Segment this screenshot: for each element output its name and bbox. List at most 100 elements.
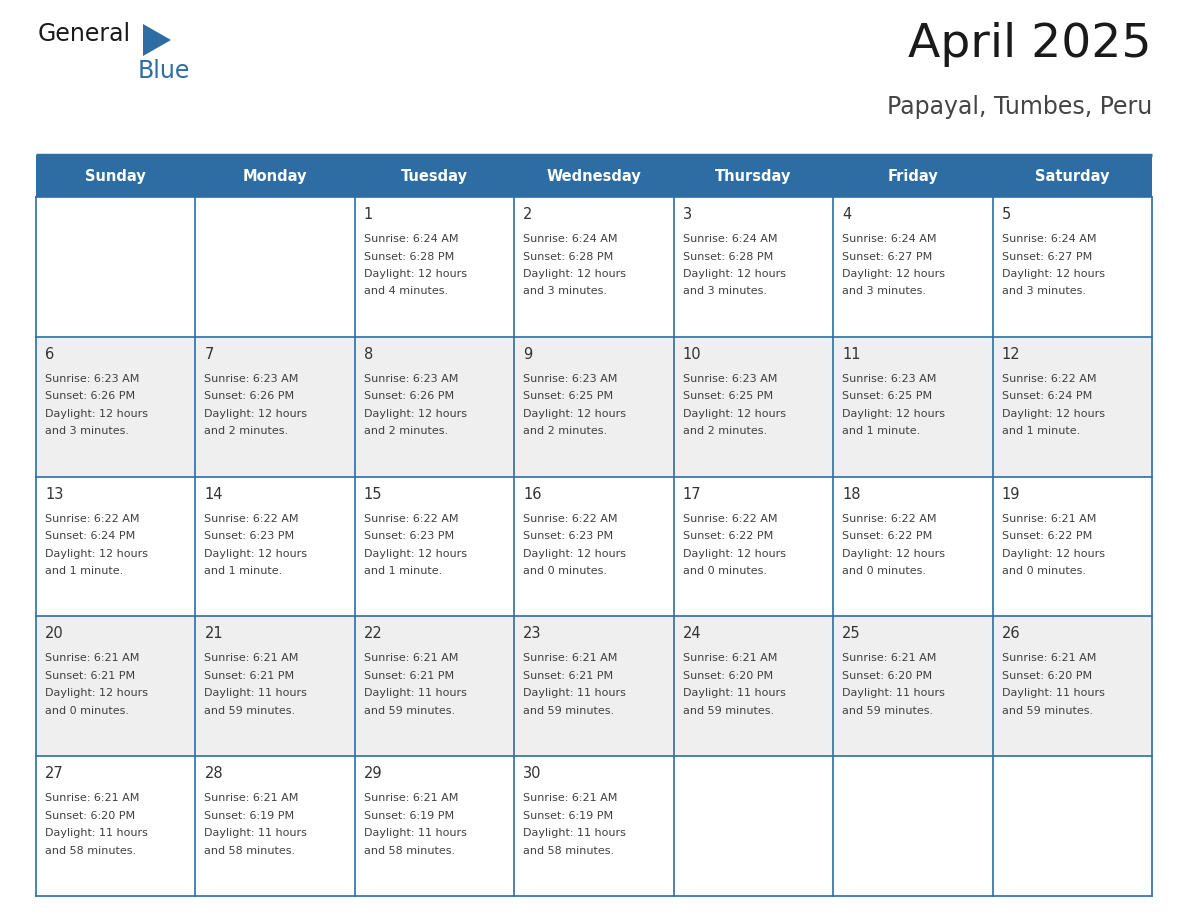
Text: Sunrise: 6:21 AM: Sunrise: 6:21 AM	[45, 654, 139, 664]
Text: Sunrise: 6:24 AM: Sunrise: 6:24 AM	[364, 234, 459, 244]
Text: and 3 minutes.: and 3 minutes.	[1001, 286, 1086, 297]
Text: Sunrise: 6:21 AM: Sunrise: 6:21 AM	[842, 654, 936, 664]
Text: Daylight: 12 hours: Daylight: 12 hours	[364, 409, 467, 419]
Text: and 0 minutes.: and 0 minutes.	[842, 566, 927, 577]
Text: April 2025: April 2025	[909, 22, 1152, 67]
Bar	[36, 476, 196, 616]
Text: and 1 minute.: and 1 minute.	[364, 566, 442, 577]
Text: Daylight: 12 hours: Daylight: 12 hours	[45, 549, 148, 558]
Text: Sunset: 6:20 PM: Sunset: 6:20 PM	[1001, 671, 1092, 681]
Text: Sunset: 6:20 PM: Sunset: 6:20 PM	[683, 671, 773, 681]
Text: and 0 minutes.: and 0 minutes.	[683, 566, 766, 577]
Text: Sunset: 6:19 PM: Sunset: 6:19 PM	[364, 811, 454, 821]
Text: 14: 14	[204, 487, 223, 501]
Bar	[833, 197, 992, 337]
Bar	[992, 616, 1152, 756]
Text: Sunrise: 6:24 AM: Sunrise: 6:24 AM	[1001, 234, 1097, 244]
Text: and 1 minute.: and 1 minute.	[1001, 426, 1080, 436]
Text: Sunset: 6:26 PM: Sunset: 6:26 PM	[204, 391, 295, 401]
Text: Daylight: 12 hours: Daylight: 12 hours	[45, 409, 148, 419]
Text: Daylight: 12 hours: Daylight: 12 hours	[45, 688, 148, 699]
Text: Sunset: 6:24 PM: Sunset: 6:24 PM	[1001, 391, 1092, 401]
Text: Sunrise: 6:23 AM: Sunrise: 6:23 AM	[842, 374, 936, 384]
Text: and 59 minutes.: and 59 minutes.	[204, 706, 296, 716]
Text: and 58 minutes.: and 58 minutes.	[204, 845, 296, 856]
Text: Sunset: 6:22 PM: Sunset: 6:22 PM	[683, 532, 773, 541]
Text: Daylight: 12 hours: Daylight: 12 hours	[842, 549, 946, 558]
Bar	[992, 197, 1152, 337]
Bar	[36, 616, 196, 756]
Bar	[833, 476, 992, 616]
Text: Daylight: 12 hours: Daylight: 12 hours	[683, 409, 785, 419]
Bar	[674, 756, 833, 896]
Text: 19: 19	[1001, 487, 1020, 501]
Text: Daylight: 11 hours: Daylight: 11 hours	[364, 688, 467, 699]
Text: Sunset: 6:25 PM: Sunset: 6:25 PM	[523, 391, 613, 401]
Text: Sunrise: 6:24 AM: Sunrise: 6:24 AM	[523, 234, 618, 244]
Text: 7: 7	[204, 347, 214, 362]
Text: Daylight: 11 hours: Daylight: 11 hours	[1001, 688, 1105, 699]
Text: 21: 21	[204, 626, 223, 642]
Text: Daylight: 12 hours: Daylight: 12 hours	[683, 269, 785, 279]
Text: Sunset: 6:22 PM: Sunset: 6:22 PM	[1001, 532, 1092, 541]
Text: and 0 minutes.: and 0 minutes.	[1001, 566, 1086, 577]
Bar	[674, 616, 833, 756]
Text: Sunrise: 6:22 AM: Sunrise: 6:22 AM	[842, 513, 936, 523]
Text: Tuesday: Tuesday	[402, 169, 468, 184]
Polygon shape	[143, 24, 171, 56]
Text: and 0 minutes.: and 0 minutes.	[45, 706, 129, 716]
Text: Papayal, Tumbes, Peru: Papayal, Tumbes, Peru	[886, 95, 1152, 119]
Bar	[992, 476, 1152, 616]
Text: Sunset: 6:20 PM: Sunset: 6:20 PM	[45, 811, 135, 821]
Text: Sunrise: 6:23 AM: Sunrise: 6:23 AM	[683, 374, 777, 384]
Text: Daylight: 12 hours: Daylight: 12 hours	[1001, 269, 1105, 279]
Bar	[196, 197, 355, 337]
Text: Daylight: 12 hours: Daylight: 12 hours	[523, 269, 626, 279]
Bar	[833, 616, 992, 756]
Text: Sunrise: 6:21 AM: Sunrise: 6:21 AM	[364, 793, 459, 803]
Text: Sunset: 6:24 PM: Sunset: 6:24 PM	[45, 532, 135, 541]
Text: and 2 minutes.: and 2 minutes.	[364, 426, 448, 436]
Bar	[514, 197, 674, 337]
Text: and 58 minutes.: and 58 minutes.	[523, 845, 614, 856]
Text: 20: 20	[45, 626, 64, 642]
Text: 17: 17	[683, 487, 701, 501]
Text: 11: 11	[842, 347, 860, 362]
Text: and 1 minute.: and 1 minute.	[45, 566, 124, 577]
Text: Sunrise: 6:22 AM: Sunrise: 6:22 AM	[1001, 374, 1097, 384]
Text: 22: 22	[364, 626, 383, 642]
Text: 6: 6	[45, 347, 55, 362]
Text: Sunset: 6:21 PM: Sunset: 6:21 PM	[364, 671, 454, 681]
Text: and 2 minutes.: and 2 minutes.	[523, 426, 607, 436]
Text: Sunrise: 6:21 AM: Sunrise: 6:21 AM	[1001, 654, 1097, 664]
Bar	[196, 616, 355, 756]
Text: Sunrise: 6:22 AM: Sunrise: 6:22 AM	[523, 513, 618, 523]
Bar	[833, 756, 992, 896]
Text: and 59 minutes.: and 59 minutes.	[683, 706, 773, 716]
Text: Sunrise: 6:21 AM: Sunrise: 6:21 AM	[1001, 513, 1097, 523]
Text: Sunrise: 6:22 AM: Sunrise: 6:22 AM	[364, 513, 459, 523]
Text: Sunset: 6:26 PM: Sunset: 6:26 PM	[45, 391, 135, 401]
Text: 18: 18	[842, 487, 860, 501]
Text: 15: 15	[364, 487, 383, 501]
Bar	[674, 197, 833, 337]
Text: Sunset: 6:21 PM: Sunset: 6:21 PM	[523, 671, 613, 681]
Bar	[833, 337, 992, 476]
Bar	[355, 197, 514, 337]
Text: Daylight: 11 hours: Daylight: 11 hours	[842, 688, 944, 699]
Text: and 59 minutes.: and 59 minutes.	[842, 706, 934, 716]
Bar	[514, 756, 674, 896]
Text: Sunrise: 6:21 AM: Sunrise: 6:21 AM	[204, 793, 299, 803]
Text: 9: 9	[523, 347, 532, 362]
Text: 27: 27	[45, 767, 64, 781]
Text: Sunset: 6:25 PM: Sunset: 6:25 PM	[683, 391, 773, 401]
Text: Daylight: 12 hours: Daylight: 12 hours	[842, 409, 946, 419]
Text: 13: 13	[45, 487, 63, 501]
Bar	[196, 337, 355, 476]
Bar	[36, 337, 196, 476]
Bar	[355, 616, 514, 756]
Text: Sunset: 6:27 PM: Sunset: 6:27 PM	[842, 252, 933, 262]
Text: Daylight: 12 hours: Daylight: 12 hours	[842, 269, 946, 279]
Text: and 1 minute.: and 1 minute.	[842, 426, 921, 436]
Bar	[36, 197, 196, 337]
